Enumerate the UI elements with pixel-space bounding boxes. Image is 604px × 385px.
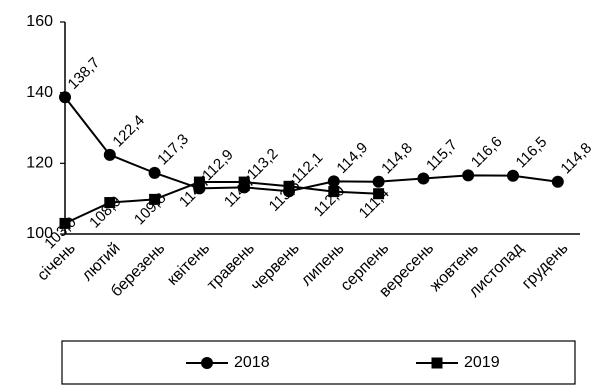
data-label: 114,9 [333,139,371,177]
data-label: 138,7 [65,54,104,93]
legend-label: 2018 [234,354,270,371]
marker [104,197,116,209]
line [64,181,379,225]
marker [462,169,475,182]
marker [328,186,340,198]
marker [417,172,430,185]
marker [283,180,295,192]
legend-label: 2019 [464,354,500,371]
marker [551,175,564,188]
y-tick-label: 120 [26,155,53,172]
data-label: 116,6 [468,133,506,171]
y-tick-label: 100 [26,225,53,242]
x-tick-label: грудень [519,240,572,293]
marker [193,176,205,188]
marker [327,175,340,188]
marker [373,188,385,200]
marker [148,166,161,179]
legend-marker [201,357,213,369]
marker [59,91,71,104]
data-label: 122,4 [109,112,148,151]
marker [149,193,161,205]
y-tick-label: 160 [26,13,53,30]
data-label: 114,8 [557,140,595,178]
marker [507,169,519,182]
legend-box [61,340,576,385]
data-label: 117,3 [154,131,192,169]
x-tick-label: лютий [79,240,124,285]
x-tick-label: червень [248,240,303,295]
marker [372,175,385,188]
data-label: 116,5 [513,134,551,172]
data-label: 114,8 [378,140,416,178]
data-label: 112,0 [311,182,349,220]
marker [59,217,71,229]
data-label: 111,4 [356,185,393,222]
legend-marker [431,357,443,369]
marker [238,176,250,188]
y-tick-label: 140 [26,84,53,101]
line [64,96,558,193]
data-label: 115,7 [423,136,461,174]
marker [103,148,116,161]
